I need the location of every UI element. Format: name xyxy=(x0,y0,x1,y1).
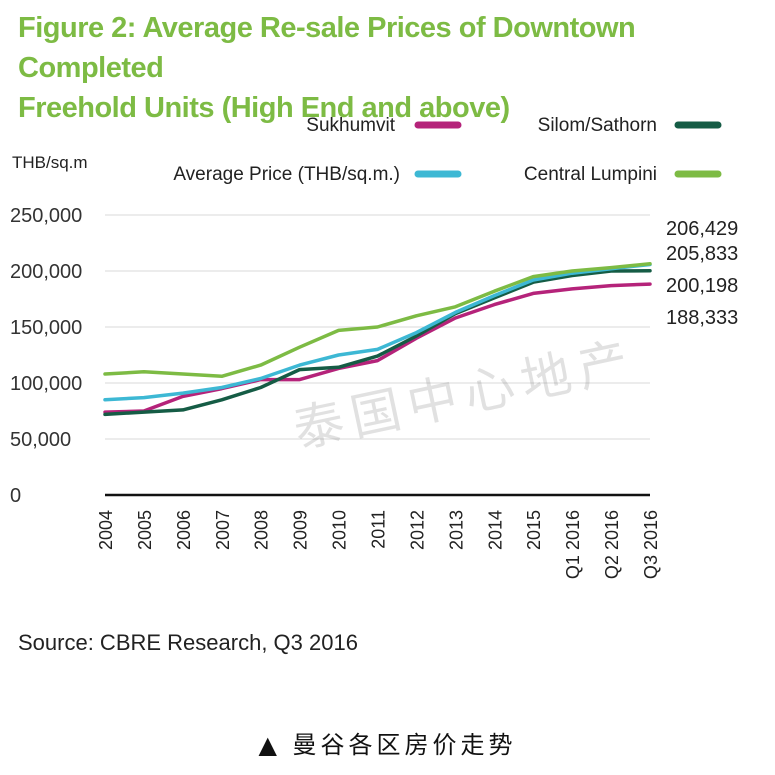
legend-label: Silom/Sathorn xyxy=(538,115,657,136)
x-tick-label: 2004 xyxy=(96,510,116,550)
series-line-sukhumvit xyxy=(103,282,652,414)
x-tick-label: 2015 xyxy=(524,510,544,550)
end-value-label: 205,833 xyxy=(666,243,738,265)
x-tick-label: Q2 2016 xyxy=(602,510,622,579)
x-tick-label: 2008 xyxy=(252,510,272,550)
legend-label: Central Lumpini xyxy=(524,164,657,185)
y-tick-label: 250,000 xyxy=(10,205,82,227)
legend-label: Sukhumvit xyxy=(306,115,395,136)
legend-label: Average Price (THB/sq.m.) xyxy=(173,164,400,185)
x-tick-label: 2014 xyxy=(485,510,505,550)
x-tick-label: 2011 xyxy=(369,510,389,549)
y-axis-label: THB/sq.m xyxy=(12,153,88,172)
x-tick-label: 2006 xyxy=(174,510,194,550)
y-tick-label: 50,000 xyxy=(10,429,71,451)
y-tick-label: 100,000 xyxy=(10,373,82,395)
chart-title: Figure 2: Average Re-sale Prices of Down… xyxy=(18,8,758,128)
y-tick-label: 200,000 xyxy=(10,261,82,283)
line-chart: THB/sq.m 0 50,000 100,000 150,000 200,000 250,… xyxy=(10,115,738,579)
x-tick-label: 2010 xyxy=(330,510,350,550)
x-tick-label: 2005 xyxy=(135,510,155,550)
y-tick-label: 150,000 xyxy=(10,317,82,339)
x-tick-label: Q1 2016 xyxy=(563,510,583,579)
series-line-average-price-thb-sq-m- xyxy=(103,262,652,402)
source-note: Source: CBRE Research, Q3 2016 xyxy=(18,630,358,655)
title-line-1: Figure 2: Average Re-sale Prices of Down… xyxy=(18,12,636,84)
x-tick-label: Q3 2016 xyxy=(641,510,661,579)
end-value-label: 188,333 xyxy=(666,307,738,329)
x-tick-label: 2009 xyxy=(291,510,311,550)
x-tick-label: 2013 xyxy=(446,510,466,550)
x-tick-label: 2012 xyxy=(407,510,427,550)
series-line-central-lumpini xyxy=(103,262,652,379)
title-line-2: Freehold Units (High End and above) xyxy=(18,92,510,124)
image-caption: ▲ 曼谷各区房价走势 xyxy=(258,731,517,759)
x-tick-label: 2007 xyxy=(213,510,233,550)
series-line-silom-sathorn xyxy=(103,269,652,417)
end-value-label: 200,198 xyxy=(666,275,738,297)
y-tick-label: 0 xyxy=(10,485,21,507)
end-value-label: 206,429 xyxy=(666,218,738,240)
